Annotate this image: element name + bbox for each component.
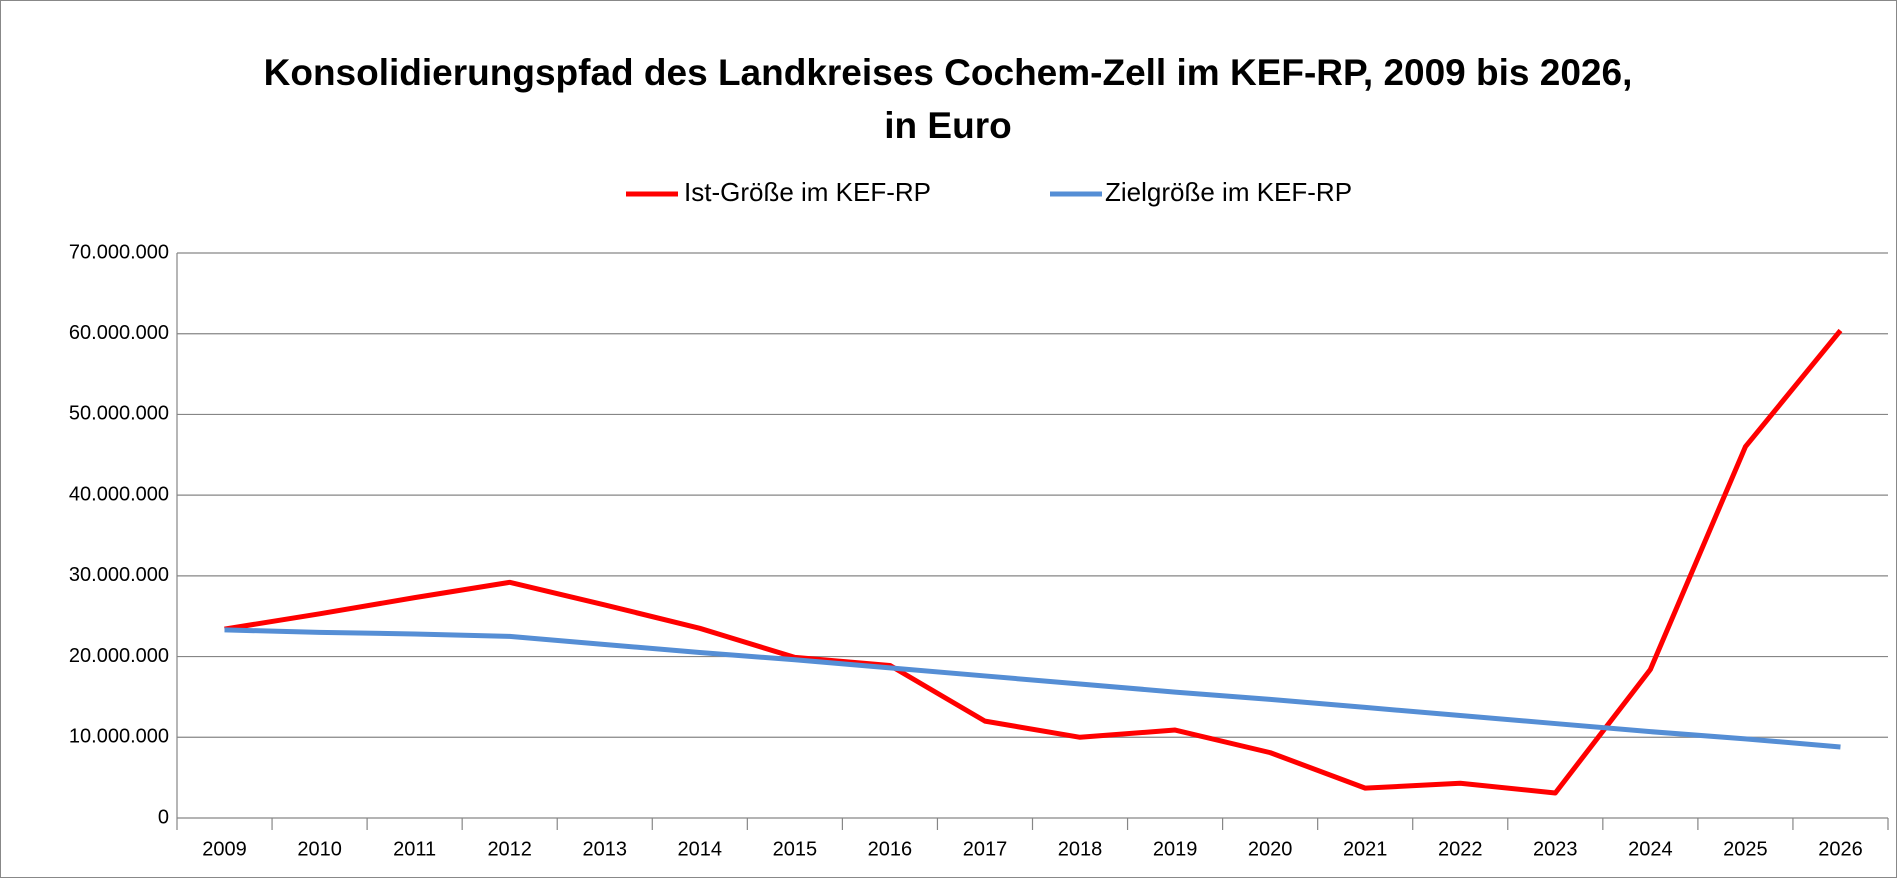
x-tick-label: 2014 [678, 838, 723, 860]
legend-label: Ist-Größe im KEF-RP [684, 177, 931, 207]
x-tick-label: 2010 [297, 838, 342, 860]
line-series [224, 627, 1841, 750]
x-tick-label: 2021 [1343, 838, 1388, 860]
x-tick-label: 2020 [1248, 838, 1293, 860]
x-tick-label: 2009 [202, 838, 247, 860]
x-tick-label: 2012 [487, 838, 532, 860]
x-tick-label: 2025 [1723, 838, 1768, 860]
y-tick-label: 30.000.000 [69, 564, 169, 586]
x-tick-label: 2024 [1628, 838, 1673, 860]
y-tick-label: 20.000.000 [69, 645, 169, 667]
y-tick-label: 10.000.000 [69, 726, 169, 748]
x-tick-label: 2011 [393, 838, 436, 860]
x-tick-label: 2015 [773, 838, 818, 860]
chart-title: in Euro [884, 105, 1011, 146]
y-tick-label: 0 [158, 806, 169, 828]
x-tick-label: 2018 [1058, 838, 1103, 860]
x-tick-label: 2026 [1818, 838, 1863, 860]
legend-label: Zielgröße im KEF-RP [1105, 177, 1352, 207]
x-tick-label: 2019 [1153, 838, 1198, 860]
y-tick-label: 50.000.000 [69, 403, 169, 425]
x-tick-label: 2023 [1533, 838, 1578, 860]
y-tick-label: 40.000.000 [69, 483, 169, 505]
x-tick-label: 2016 [868, 838, 913, 860]
y-tick-label: 70.000.000 [69, 241, 169, 263]
x-tick-label: 2017 [963, 838, 1008, 860]
x-tick-label: 2013 [583, 838, 628, 860]
chart-title: Konsolidierungspfad des Landkreises Coch… [264, 52, 1633, 93]
x-tick-label: 2022 [1438, 838, 1483, 860]
y-tick-label: 60.000.000 [69, 322, 169, 344]
line-series [224, 328, 1843, 796]
